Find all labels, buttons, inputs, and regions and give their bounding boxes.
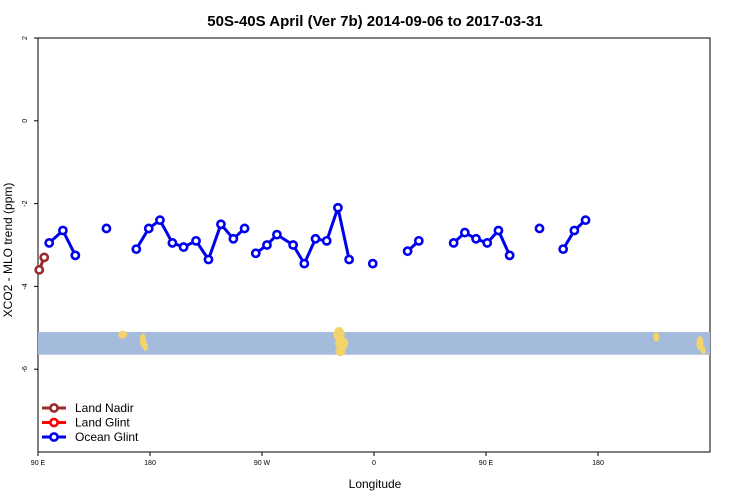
land-patch	[335, 336, 349, 350]
x-tick-label: 180	[144, 460, 156, 467]
x-tick-label: 90 E	[31, 460, 46, 467]
data-point	[504, 250, 515, 261]
data-point	[101, 223, 112, 234]
y-tick-label: -6	[22, 366, 29, 372]
data-point	[321, 235, 332, 246]
legend-label: Ocean Glint	[75, 430, 139, 444]
data-point	[459, 227, 470, 238]
ocean-band	[38, 331, 710, 355]
data-point	[402, 246, 413, 257]
legend-marker	[49, 417, 59, 428]
land-band	[38, 327, 710, 357]
data-point	[333, 202, 343, 213]
data-point	[143, 223, 154, 234]
data-point	[493, 225, 504, 236]
legend-marker	[49, 432, 59, 442]
data-point	[44, 238, 55, 248]
land-patch	[335, 346, 346, 357]
data-point	[70, 250, 81, 261]
x-tick-label: 180	[592, 460, 604, 467]
x-axis-label: Longitude	[349, 477, 402, 491]
land-patch	[696, 336, 704, 351]
data-point	[203, 254, 214, 265]
data-point	[288, 240, 299, 250]
data-point	[580, 215, 591, 226]
data-point	[57, 225, 68, 236]
legend-label: Land Nadir	[75, 401, 134, 415]
series-land-nadir	[34, 252, 50, 275]
data-point	[534, 223, 545, 234]
data-point	[262, 240, 272, 250]
data-point	[482, 238, 493, 248]
y-tick-label: -2	[22, 200, 29, 206]
land-patch	[653, 332, 660, 342]
x-tick-label: 90 W	[254, 460, 271, 467]
data-point	[239, 223, 250, 234]
data-point	[39, 252, 50, 263]
land-patch	[700, 346, 706, 355]
y-axis: 2 0 -2 -4 -6	[22, 36, 38, 372]
land-patch	[143, 341, 149, 351]
data-point	[250, 248, 261, 259]
series-ocean-glint	[44, 202, 591, 269]
data-point	[413, 235, 424, 246]
data-point	[178, 242, 189, 252]
chart-title: 50S-40S April (Ver 7b) 2014-09-06 to 201…	[207, 13, 542, 30]
y-axis-label: XCO2 - MLO trend (ppm)	[1, 183, 15, 318]
data-point	[228, 233, 239, 244]
x-axis: 90 E 180 90 W 0 90 E 180	[31, 452, 604, 467]
land-patch	[118, 330, 128, 339]
data-point	[471, 233, 481, 244]
legend-marker	[49, 403, 59, 413]
data-point	[34, 264, 45, 275]
data-point	[155, 215, 165, 226]
series-layer	[34, 202, 591, 275]
legend-label: Land Glint	[75, 416, 130, 430]
data-point	[367, 258, 378, 269]
y-tick-label: 2	[22, 36, 29, 40]
data-point	[569, 225, 580, 236]
data-point	[131, 244, 142, 255]
data-point	[558, 244, 569, 255]
x-tick-label: 0	[372, 460, 376, 467]
x-tick-label: 90 E	[479, 460, 494, 467]
data-point	[344, 254, 355, 265]
data-point	[310, 233, 321, 244]
y-tick-label: 0	[22, 119, 29, 123]
data-point	[167, 238, 178, 248]
data-point	[216, 219, 226, 230]
data-point	[272, 229, 282, 240]
series-line	[135, 218, 246, 261]
series-line	[254, 206, 351, 266]
data-point	[191, 235, 201, 246]
data-point	[448, 238, 459, 248]
y-tick-label: -4	[22, 283, 29, 289]
data-point	[299, 258, 310, 269]
